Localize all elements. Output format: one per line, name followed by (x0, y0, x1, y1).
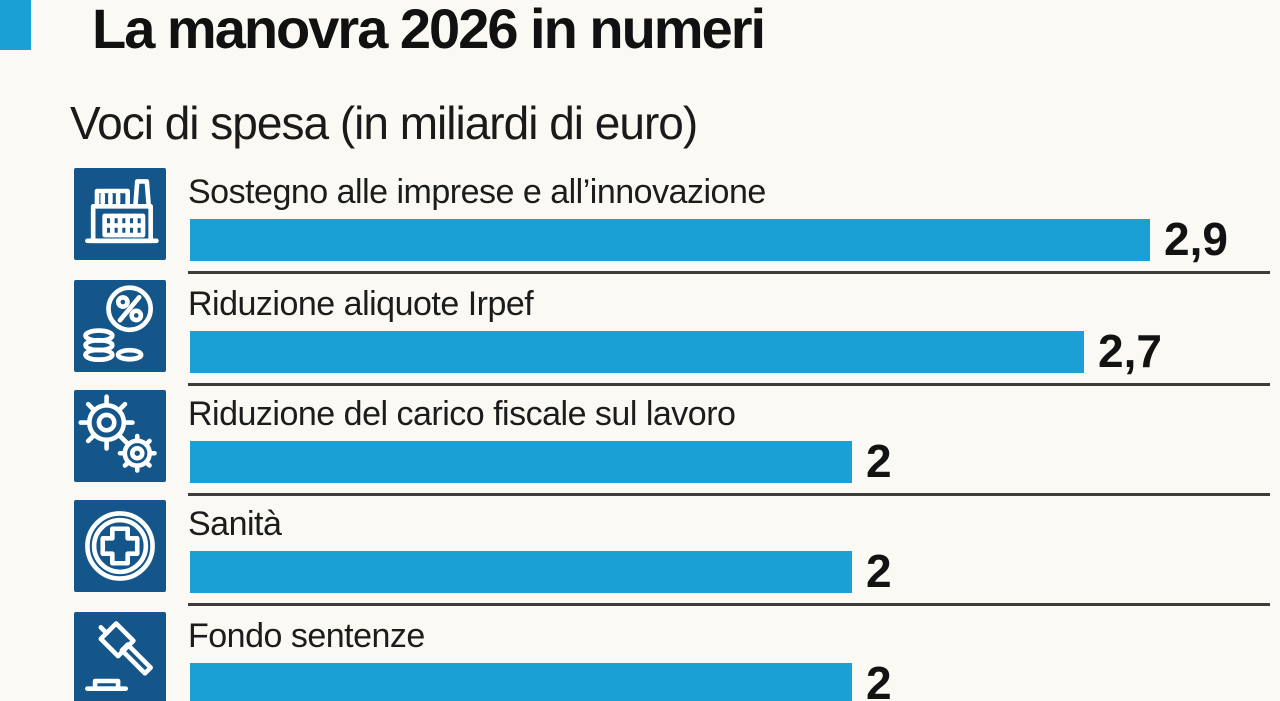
page-title: La manovra 2026 in numeri (92, 0, 766, 60)
row-label: Riduzione aliquote Irpef (188, 285, 534, 323)
value-bar (190, 219, 1150, 261)
row-label: Sostegno alle imprese e all’innovazione (188, 173, 766, 211)
percent-coins-icon (74, 280, 166, 372)
gavel-icon (74, 612, 166, 701)
value-label: 2,7 (1098, 325, 1162, 377)
row-divider (188, 603, 1270, 606)
row-label: Riduzione del carico fiscale sul lavoro (188, 395, 736, 433)
row-label: Sanità (188, 505, 282, 543)
value-label: 2 (866, 545, 892, 597)
row-icon-box (74, 612, 166, 701)
row-icon-box (74, 280, 166, 372)
value-bar (190, 551, 852, 593)
value-bar (190, 441, 852, 483)
row-divider (188, 271, 1270, 274)
row-icon-box (74, 390, 166, 482)
accent-square (0, 0, 31, 50)
row-divider (188, 493, 1270, 496)
value-bar (190, 663, 852, 701)
factory-icon (74, 168, 166, 260)
row-icon-box (74, 168, 166, 260)
row-icon-box (74, 500, 166, 592)
value-bar (190, 331, 1084, 373)
chart-subtitle: Voci di spesa (in miliardi di euro) (70, 97, 698, 149)
value-label: 2 (866, 657, 892, 701)
row-label: Fondo sentenze (188, 617, 425, 655)
value-label: 2,9 (1164, 213, 1228, 265)
value-label: 2 (866, 435, 892, 487)
health-cross-icon (74, 500, 166, 592)
row-divider (188, 383, 1270, 386)
gears-icon (74, 390, 166, 482)
